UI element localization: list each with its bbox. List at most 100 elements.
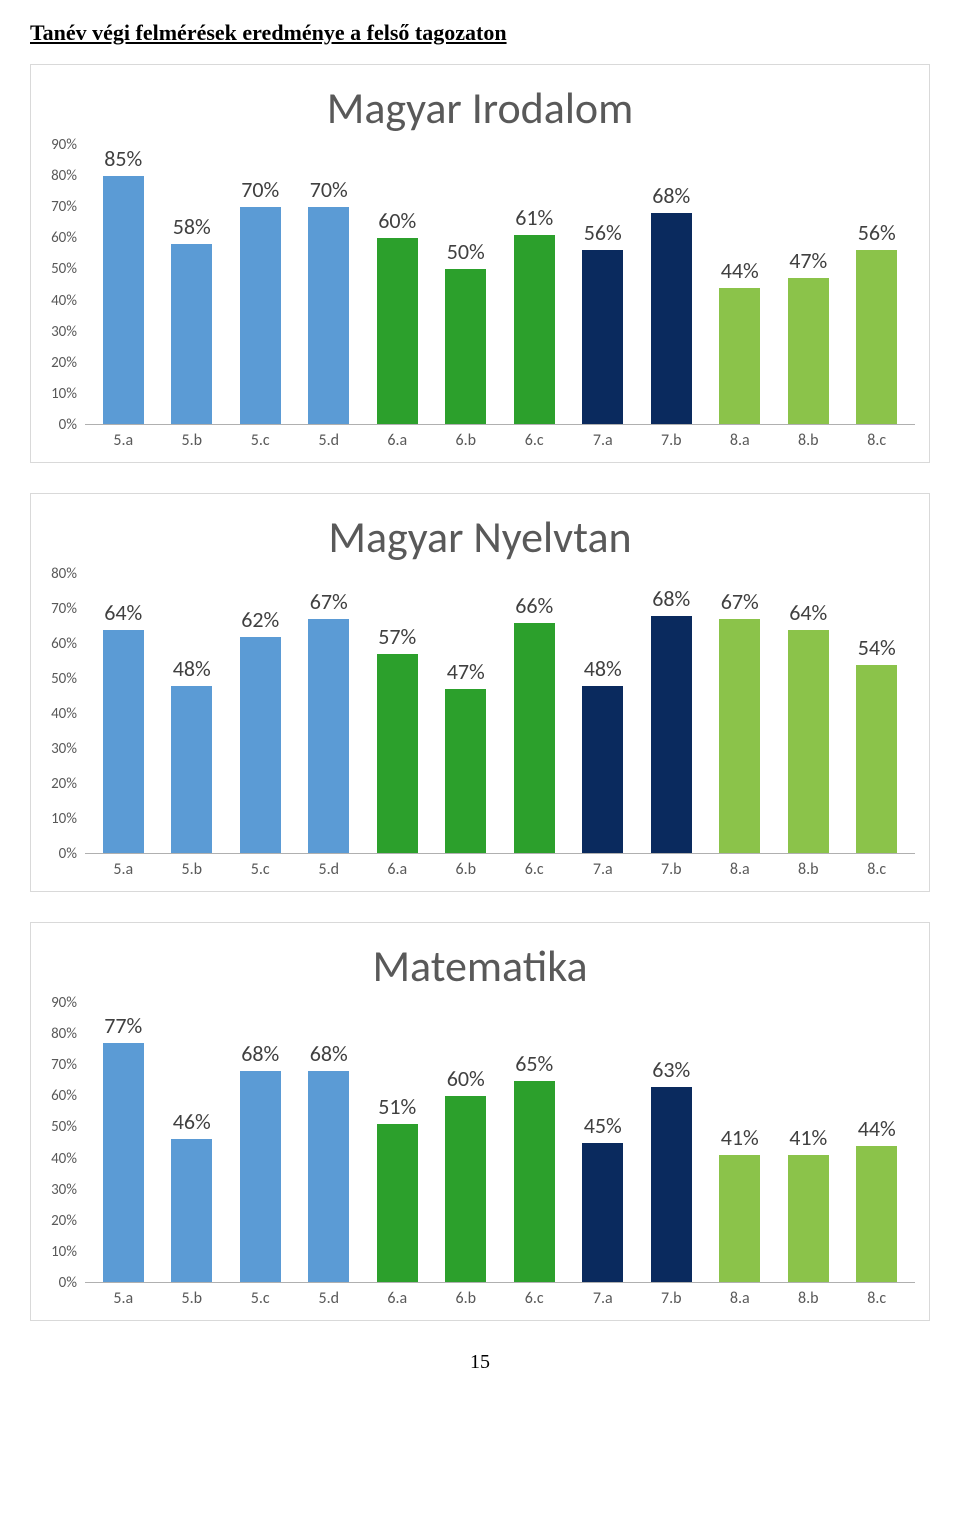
bar-column: 77%: [89, 1003, 158, 1282]
bar: [856, 665, 897, 853]
bar-column: 45%: [569, 1003, 638, 1282]
bar-column: 51%: [363, 1003, 432, 1282]
bar-value-label: 67%: [310, 588, 348, 615]
x-tick: 7.a: [569, 1289, 638, 1308]
plot-area: 64%48%62%67%57%47%66%48%68%67%64%54%: [85, 574, 915, 854]
bar-column: 61%: [500, 145, 569, 424]
bar: [788, 278, 829, 424]
bar-column: 68%: [295, 1003, 364, 1282]
bar-column: 66%: [500, 574, 569, 853]
bar-column: 70%: [295, 145, 364, 424]
x-tick: 6.a: [363, 1289, 432, 1308]
page-title: Tanév végi felmérések eredménye a felső …: [30, 20, 930, 46]
bar: [514, 1081, 555, 1283]
x-tick: 5.c: [226, 860, 295, 879]
x-tick: 5.c: [226, 431, 295, 450]
x-tick: 8.a: [706, 860, 775, 879]
bar-value-label: 68%: [241, 1040, 279, 1067]
bar: [171, 1139, 212, 1282]
bar: [514, 235, 555, 424]
x-tick: 6.a: [363, 860, 432, 879]
bar: [240, 637, 281, 853]
bar: [308, 619, 349, 853]
x-tick: 6.b: [432, 860, 501, 879]
bar-value-label: 70%: [241, 176, 279, 203]
bar: [856, 1146, 897, 1282]
bar-value-label: 60%: [447, 1065, 485, 1092]
bar-column: 67%: [706, 574, 775, 853]
bar-column: 54%: [843, 574, 912, 853]
bar-column: 56%: [569, 145, 638, 424]
bar: [582, 1143, 623, 1283]
bar-value-label: 85%: [104, 145, 142, 172]
bar-value-label: 63%: [652, 1056, 690, 1083]
bar: [103, 1043, 144, 1282]
bar: [719, 288, 760, 424]
bar-value-label: 58%: [173, 213, 211, 240]
bar-value-label: 45%: [584, 1112, 622, 1139]
bar: [103, 630, 144, 853]
x-tick: 8.b: [774, 860, 843, 879]
x-tick: 6.b: [432, 431, 501, 450]
x-tick: 7.b: [637, 1289, 706, 1308]
chart-card: Magyar Nyelvtan0%10%20%30%40%50%60%70%80…: [30, 493, 930, 892]
bar-value-label: 61%: [515, 204, 553, 231]
bar-value-label: 57%: [378, 623, 416, 650]
x-tick: 5.b: [158, 431, 227, 450]
bar: [719, 619, 760, 853]
bar-column: 41%: [706, 1003, 775, 1282]
bar-value-label: 50%: [447, 238, 485, 265]
bar-column: 65%: [500, 1003, 569, 1282]
bar-column: 60%: [432, 1003, 501, 1282]
bar-value-label: 44%: [721, 257, 759, 284]
bar-value-label: 68%: [652, 182, 690, 209]
bar-value-label: 60%: [378, 207, 416, 234]
bar-column: 56%: [843, 145, 912, 424]
x-tick: 5.a: [89, 431, 158, 450]
plot-area: 85% 58% 70% 70% 60% 50% 61% 56% 68% 44% 47% 56%: [85, 145, 915, 425]
bar-value-label: 48%: [584, 655, 622, 682]
bar: [308, 1071, 349, 1282]
bars-row: 85% 58% 70% 70% 60% 50% 61% 56% 68% 44% 47% 56%: [85, 145, 915, 424]
bar-value-label: 44%: [858, 1115, 896, 1142]
x-tick: 8.b: [774, 431, 843, 450]
bar-column: 57%: [363, 574, 432, 853]
x-tick: 6.c: [500, 1289, 569, 1308]
bar-column: 63%: [637, 1003, 706, 1282]
bar-column: 46%: [158, 1003, 227, 1282]
chart-title: Magyar Nyelvtan: [45, 510, 915, 564]
bar-value-label: 65%: [515, 1050, 553, 1077]
x-tick: 5.b: [158, 1289, 227, 1308]
x-tick: 8.b: [774, 1289, 843, 1308]
bar: [377, 238, 418, 424]
x-tick: 8.c: [843, 1289, 912, 1308]
chart-body: 0%10%20%30%40%50%60%70%80%90% 85% 58% 70% 70…: [45, 145, 915, 425]
bar: [445, 269, 486, 424]
bars-row: 77%46% 68% 68% 51% 60% 65% 45% 63% 41% 41% 44%: [85, 1003, 915, 1282]
bar-column: 58%: [158, 145, 227, 424]
bar: [651, 213, 692, 424]
x-tick: 7.a: [569, 431, 638, 450]
bar-column: 47%: [432, 574, 501, 853]
bar-column: 68%: [637, 145, 706, 424]
bar-column: 85%: [89, 145, 158, 424]
bar-value-label: 66%: [515, 592, 553, 619]
bar-column: 41%: [774, 1003, 843, 1282]
bar-column: 48%: [158, 574, 227, 853]
bar-value-label: 47%: [789, 247, 827, 274]
bar-column: 47%: [774, 145, 843, 424]
charts-container: Magyar Irodalom0%10%20%30%40%50%60%70%80…: [30, 64, 930, 1321]
x-tick: 5.d: [295, 860, 364, 879]
bar-value-label: 41%: [721, 1124, 759, 1151]
bar-column: 62%: [226, 574, 295, 853]
x-tick: 5.a: [89, 1289, 158, 1308]
x-tick: 5.c: [226, 1289, 295, 1308]
bar-value-label: 68%: [652, 585, 690, 612]
y-axis: 0%10%20%30%40%50%60%70%80%90%: [45, 145, 85, 425]
bar: [308, 207, 349, 424]
bar: [377, 1124, 418, 1282]
x-tick: 8.c: [843, 431, 912, 450]
bar-column: 68%: [637, 574, 706, 853]
bar: [651, 1087, 692, 1282]
bar-value-label: 51%: [378, 1093, 416, 1120]
